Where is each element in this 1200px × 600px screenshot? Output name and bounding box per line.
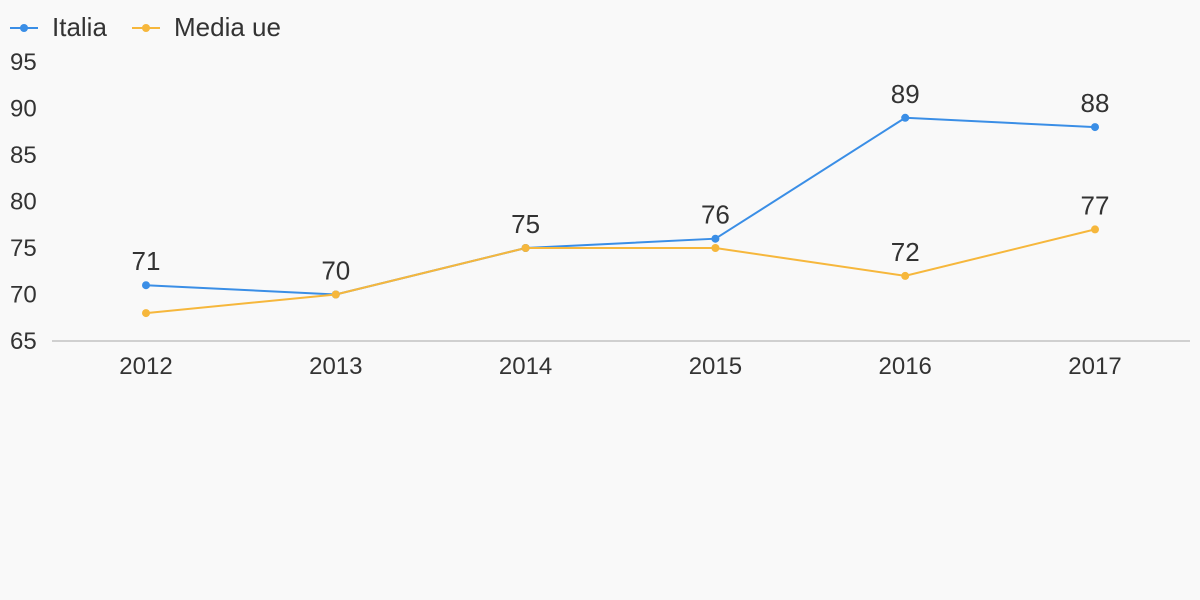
data-label: 72 [891,237,920,267]
y-tick-label: 80 [10,189,37,216]
legend-item-1[interactable]: Media ue [132,12,281,42]
data-point[interactable] [901,113,910,122]
data-label: 70 [321,256,350,286]
data-label: 71 [132,246,161,276]
data-label: 88 [1081,88,1110,118]
data-point[interactable] [521,244,530,252]
series-lines [145,116,1096,315]
y-tick-label: 65 [10,328,37,355]
x-tick-label: 2017 [1068,353,1121,380]
data-label: 76 [701,200,730,230]
x-tick-label: 2012 [119,353,172,380]
data-point[interactable] [901,271,910,280]
data-point[interactable] [331,290,340,299]
legend-label: Italia [52,12,107,42]
series-line-0 [145,116,1096,296]
data-point[interactable] [142,281,150,290]
y-axis: 65 70 75 80 85 90 95 [10,49,37,355]
x-tick-label: 2015 [689,353,742,380]
x-tick-label: 2016 [879,353,932,380]
data-labels: 71 70 75 76 89 88 72 77 [132,79,1110,286]
legend-marker-icon [20,24,28,32]
y-tick-label: 85 [10,142,37,169]
legend-marker-icon [142,24,150,32]
y-tick-label: 70 [10,282,37,309]
data-point[interactable] [1091,123,1099,132]
data-point[interactable] [711,244,720,252]
x-axis: 2012 2013 2014 2015 2016 2017 [119,353,1121,380]
y-tick-label: 90 [10,96,37,123]
legend-label: Media ue [174,12,281,42]
legend-item-0[interactable]: Italia [10,12,107,42]
legend: Italia Media ue [10,12,281,42]
x-tick-label: 2014 [499,353,552,380]
data-point[interactable] [1091,225,1099,234]
x-tick-label: 2013 [309,353,362,380]
data-label: 77 [1081,190,1110,220]
data-point[interactable] [142,309,150,318]
data-label: 75 [511,209,540,239]
series-points [142,113,1099,318]
y-tick-label: 95 [10,49,37,76]
y-tick-label: 75 [10,235,37,262]
data-label: 89 [891,79,920,109]
data-point[interactable] [711,234,720,243]
series-line-1 [145,228,1096,315]
